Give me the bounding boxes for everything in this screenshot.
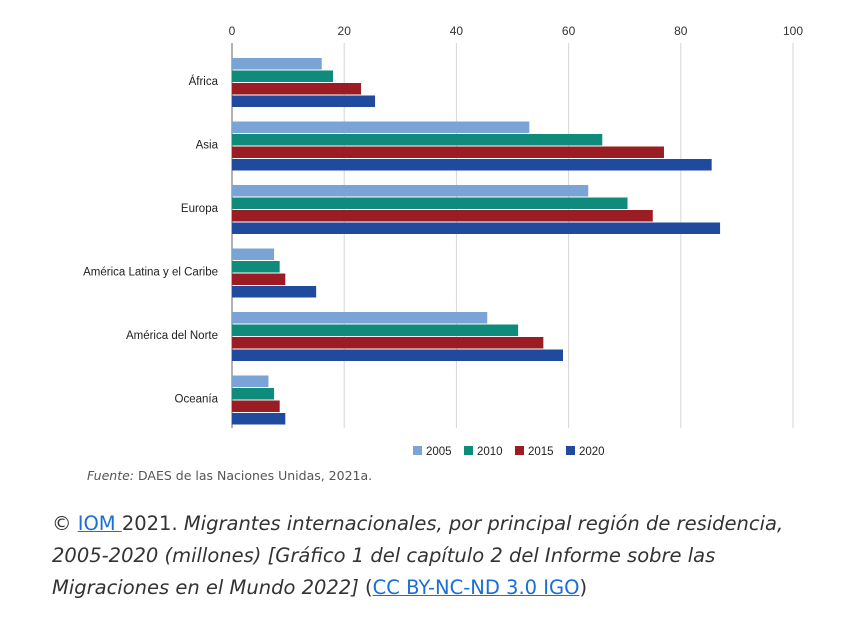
bar-2005 (232, 248, 275, 260)
copyright-symbol: © (52, 512, 78, 535)
source-lead: Fuente: (87, 468, 135, 483)
bar-2015 (232, 146, 664, 158)
bar-2020 (232, 222, 721, 234)
source-text: DAES de las Naciones Unidas, 2021a. (134, 468, 373, 483)
x-tick-label: 20 (338, 24, 352, 38)
x-tick-label: 40 (450, 24, 464, 38)
caption-open-paren: ( (358, 576, 373, 599)
bar-2020 (232, 95, 376, 107)
x-tick-label: 100 (783, 24, 803, 38)
bar-2010 (232, 388, 275, 400)
caption-close-paren: ) (579, 576, 588, 599)
category-label: América Latina y el Caribe (83, 267, 218, 279)
bar-2015 (232, 83, 362, 95)
category-label: América del Norte (126, 330, 218, 342)
bar-2020 (232, 349, 563, 361)
license-link[interactable]: CC BY-NC-ND 3.0 IGO (372, 576, 580, 599)
category-label: África (189, 75, 219, 88)
source-note: Fuente: DAES de las Naciones Unidas, 202… (87, 468, 372, 483)
x-tick-label: 60 (562, 24, 576, 38)
bar-2005 (232, 375, 269, 387)
bar-2005 (232, 185, 589, 197)
bar-2005 (232, 58, 322, 70)
x-tick-label: 80 (674, 24, 688, 38)
category-label: Europa (181, 203, 219, 215)
bar-2010 (232, 134, 603, 146)
bar-2015 (232, 400, 280, 412)
x-tick-label: 0 (229, 24, 236, 38)
bar-2020 (232, 159, 712, 171)
legend-label-2005: 2005 (426, 446, 452, 458)
legend-label-2020: 2020 (579, 446, 605, 458)
legend-swatch-2020 (566, 446, 575, 455)
bar-2005 (232, 312, 488, 324)
figure-caption: © IOM 2021. Migrantes internacionales, p… (52, 508, 832, 604)
legend-swatch-2005 (413, 446, 422, 455)
bar-2015 (232, 337, 544, 349)
chart: 0 20 40 60 80 100 África Asia Europa América Lati… (83, 24, 803, 458)
bar-2010 (232, 70, 333, 82)
caption-year: 2021. (121, 512, 184, 535)
category-label: Oceanía (175, 394, 219, 406)
bar-2015 (232, 273, 286, 285)
legend-label-2010: 2010 (477, 446, 503, 458)
legend-label-2015: 2015 (528, 446, 554, 458)
bar-2020 (232, 413, 286, 425)
legend-swatch-2015 (515, 446, 524, 455)
category-label: Asia (196, 140, 219, 152)
bar-2010 (232, 261, 280, 273)
legend-swatch-2010 (464, 446, 473, 455)
bar-2015 (232, 210, 653, 222)
iom-link[interactable]: IOM (77, 512, 122, 535)
bar-2005 (232, 121, 530, 133)
bar-2020 (232, 286, 317, 298)
bar-2010 (232, 197, 628, 209)
caption-title: Migrantes internacionales, por principal… (52, 512, 784, 599)
bar-2010 (232, 324, 519, 336)
